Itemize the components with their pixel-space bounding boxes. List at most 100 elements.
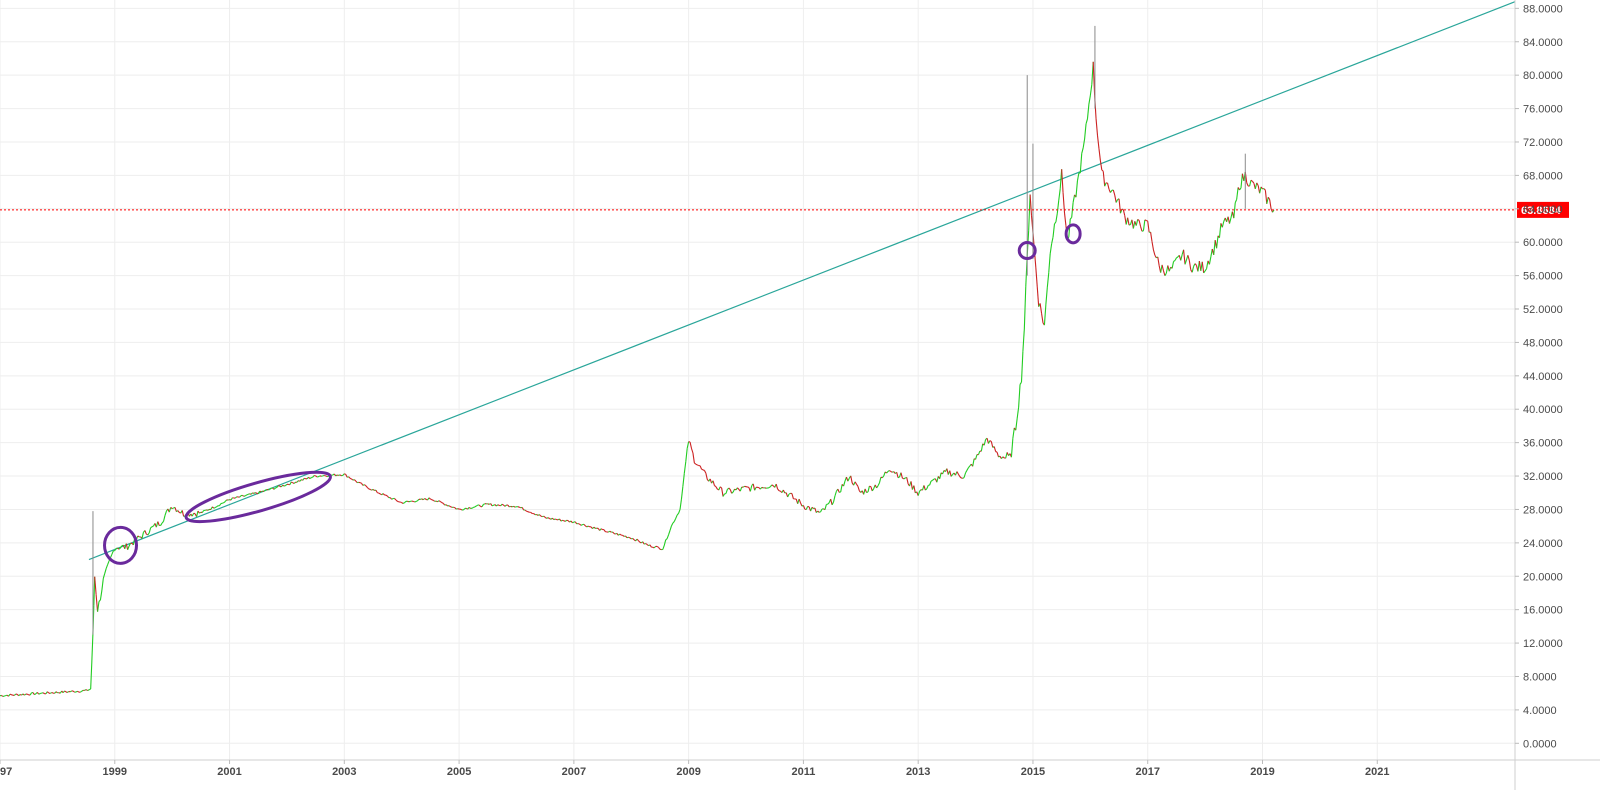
price-segment bbox=[637, 539, 638, 541]
price-segment bbox=[475, 506, 476, 507]
price-segment bbox=[425, 499, 426, 500]
price-segment bbox=[294, 482, 295, 483]
price-segment bbox=[568, 521, 569, 522]
price-segment bbox=[1086, 119, 1087, 124]
price-segment bbox=[702, 469, 703, 470]
price-segment bbox=[879, 477, 880, 483]
price-segment bbox=[1036, 267, 1037, 286]
price-segment bbox=[472, 507, 473, 508]
price-segment bbox=[148, 533, 149, 535]
price-segment bbox=[1270, 200, 1271, 209]
price-segment bbox=[818, 511, 819, 512]
x-tick-label: 2009 bbox=[676, 766, 700, 778]
price-segment bbox=[623, 535, 624, 536]
price-segment bbox=[1021, 351, 1022, 382]
price-segment bbox=[1264, 189, 1265, 191]
price-segment bbox=[225, 500, 226, 502]
price-segment bbox=[70, 691, 71, 692]
price-segment bbox=[172, 508, 173, 509]
price-segment bbox=[684, 462, 685, 473]
price-segment bbox=[182, 510, 183, 516]
price-segment bbox=[1013, 428, 1014, 438]
price-segment bbox=[1050, 244, 1051, 254]
price-segment bbox=[898, 477, 899, 478]
price-segment bbox=[626, 536, 627, 538]
price-segment bbox=[340, 475, 341, 476]
price-segment bbox=[496, 505, 497, 506]
price-segment bbox=[671, 523, 672, 526]
price-segment bbox=[704, 470, 705, 473]
price-segment bbox=[67, 691, 68, 692]
price-segment bbox=[336, 475, 337, 476]
price-segment bbox=[430, 499, 431, 500]
price-segment bbox=[39, 694, 40, 695]
price-segment bbox=[235, 497, 236, 498]
price-segment bbox=[750, 486, 751, 492]
price-segment bbox=[851, 476, 852, 483]
price-segment bbox=[990, 441, 991, 442]
price-segment bbox=[966, 470, 967, 473]
price-segment bbox=[469, 507, 470, 508]
price-segment bbox=[937, 476, 938, 482]
price-segment bbox=[1181, 255, 1182, 261]
price-segment bbox=[27, 694, 28, 695]
price-segment bbox=[1099, 148, 1100, 160]
price-segment bbox=[429, 498, 430, 499]
annotation-circle bbox=[1066, 225, 1080, 243]
price-segment bbox=[423, 499, 424, 500]
price-segment bbox=[310, 478, 311, 479]
price-segment bbox=[212, 507, 213, 508]
price-segment bbox=[224, 502, 225, 503]
price-segment bbox=[841, 484, 842, 492]
price-segment bbox=[1108, 183, 1109, 189]
price-segment bbox=[600, 529, 601, 531]
price-segment bbox=[901, 473, 902, 478]
price-segment bbox=[1152, 242, 1153, 250]
price-segment bbox=[265, 490, 266, 491]
price-segment bbox=[1062, 169, 1063, 193]
price-segment bbox=[1047, 273, 1048, 288]
price-segment bbox=[231, 498, 232, 500]
price-segment bbox=[102, 578, 103, 590]
price-segment bbox=[1188, 255, 1189, 260]
price-segment bbox=[839, 492, 840, 493]
price-segment bbox=[373, 489, 374, 490]
price-segment bbox=[811, 507, 812, 511]
price-segment bbox=[30, 693, 31, 695]
price-segment bbox=[525, 510, 526, 511]
price-segment bbox=[654, 546, 655, 548]
price-segment bbox=[1115, 195, 1116, 203]
price-segment bbox=[1158, 257, 1159, 266]
price-segment bbox=[1083, 139, 1084, 148]
price-segment bbox=[776, 484, 777, 489]
price-segment bbox=[753, 484, 754, 490]
price-segment bbox=[1234, 203, 1235, 218]
price-segment bbox=[1172, 261, 1173, 268]
price-segment bbox=[318, 476, 319, 477]
price-segment bbox=[755, 487, 756, 490]
price-segment bbox=[1189, 260, 1190, 269]
price-segment bbox=[700, 466, 701, 469]
price-segment bbox=[492, 505, 493, 506]
price-segment bbox=[121, 546, 122, 548]
price-segment bbox=[868, 486, 869, 492]
price-segment bbox=[778, 489, 779, 491]
price-segment bbox=[1151, 232, 1152, 242]
price-segment bbox=[967, 468, 968, 471]
price-segment bbox=[867, 492, 868, 493]
price-segment bbox=[145, 530, 146, 534]
price-segment bbox=[161, 523, 162, 525]
price-segment bbox=[1268, 197, 1269, 199]
price-segment bbox=[175, 507, 176, 511]
price-segment bbox=[769, 487, 770, 488]
price-segment bbox=[208, 509, 209, 510]
price-segment bbox=[222, 503, 223, 504]
price-segment bbox=[981, 444, 982, 452]
price-segment bbox=[697, 465, 698, 466]
price-segment bbox=[220, 504, 221, 506]
price-segment bbox=[303, 478, 304, 480]
price-segment bbox=[518, 507, 519, 508]
price-segment bbox=[828, 503, 829, 504]
